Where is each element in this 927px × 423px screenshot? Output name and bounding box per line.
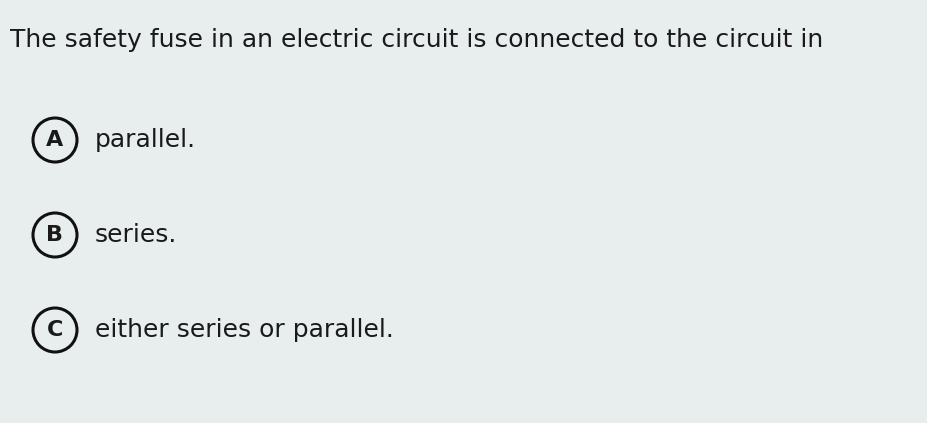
- Text: B: B: [46, 225, 63, 245]
- Text: C: C: [46, 320, 63, 340]
- Circle shape: [33, 308, 77, 352]
- Text: series.: series.: [95, 223, 177, 247]
- Circle shape: [33, 213, 77, 257]
- Text: A: A: [46, 130, 64, 150]
- Text: parallel.: parallel.: [95, 128, 196, 152]
- Text: either series or parallel.: either series or parallel.: [95, 318, 393, 342]
- Circle shape: [33, 118, 77, 162]
- Text: The safety fuse in an electric circuit is connected to the circuit in: The safety fuse in an electric circuit i…: [10, 28, 822, 52]
